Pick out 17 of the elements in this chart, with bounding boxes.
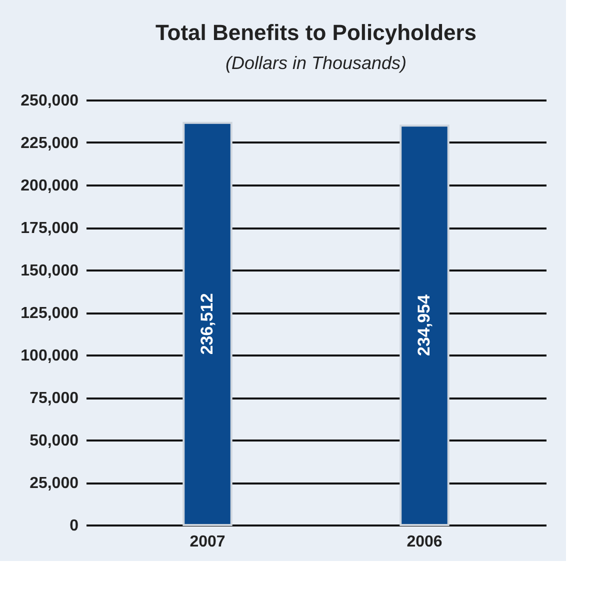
chart-title: Total Benefits to Policyholders (155, 20, 477, 45)
y-tick-label: 75,000 (30, 390, 79, 407)
y-tick-label: 25,000 (30, 475, 79, 492)
chart-subtitle: (Dollars in Thousands) (225, 53, 407, 73)
y-tick-label: 250,000 (20, 92, 79, 110)
y-tick-label: 200,000 (20, 178, 79, 194)
y-tick-label: 50,000 (30, 432, 79, 450)
y-tick-label: 225,000 (20, 135, 79, 152)
data-label: 234,954 (414, 294, 434, 356)
x-tick-label: 2007 (190, 534, 226, 550)
y-tick-label: 100,000 (20, 348, 79, 364)
data-label: 236,512 (198, 293, 217, 355)
y-tick-label: 0 (70, 518, 79, 534)
x-tick-label: 2006 (406, 534, 442, 550)
y-tick-label: 150,000 (20, 262, 79, 280)
y-tick-label: 125,000 (20, 305, 79, 322)
y-tick-label: 175,000 (20, 220, 79, 237)
